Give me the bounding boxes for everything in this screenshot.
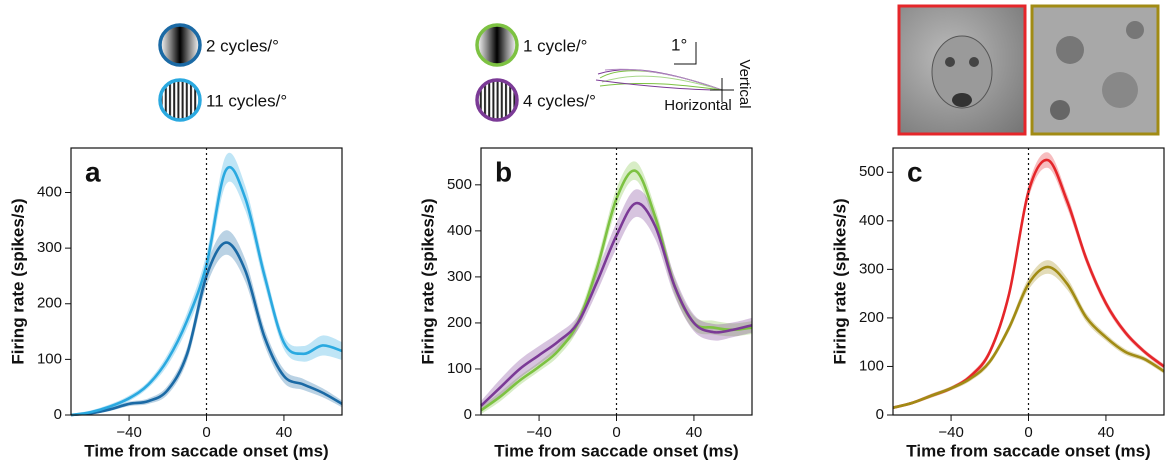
legend-label: 11 cycles/° — [206, 91, 287, 110]
y-tick-label: 500 — [447, 176, 472, 193]
y-tick-label: 300 — [447, 268, 472, 285]
y-tick-label: 200 — [37, 295, 62, 312]
x-axis-label: Time from saccade onset (ms) — [906, 441, 1150, 460]
legend-label: 4 cycles/° — [523, 91, 596, 110]
y-tick-label: 300 — [859, 260, 884, 277]
y-tick-label: 500 — [859, 163, 884, 180]
series-line — [70, 241, 343, 417]
image-thumbnails — [897, 4, 1160, 136]
legend-swatch — [475, 23, 519, 67]
x-tick-label: 0 — [612, 424, 620, 441]
legend-label: 1 cycle/° — [523, 36, 587, 55]
x-tick-label: −40 — [116, 424, 141, 441]
inset-traces — [595, 42, 734, 102]
x-tick-label: 40 — [1098, 424, 1115, 441]
x-tick-label: 40 — [686, 424, 703, 441]
y-tick-label: 400 — [37, 183, 62, 200]
y-tick-label: 0 — [876, 406, 884, 423]
x-axis-label: Time from saccade onset (ms) — [494, 441, 738, 460]
y-tick-label: 100 — [859, 357, 884, 374]
series-line — [70, 166, 343, 417]
panel-letter: a — [85, 156, 101, 187]
panel-letter: b — [495, 156, 512, 187]
inset-vertical-label: Vertical — [736, 59, 753, 108]
x-tick-label: 0 — [1024, 424, 1032, 441]
y-axis-label: Firing rate (spikes/s) — [8, 198, 27, 364]
x-axis-label: Time from saccade onset (ms) — [84, 441, 328, 460]
y-axis-label: Firing rate (spikes/s) — [418, 198, 437, 364]
legend-swatch — [475, 78, 519, 122]
legend-label: 2 cycles/° — [206, 36, 279, 55]
y-tick-label: 400 — [859, 212, 884, 229]
y-axis-label: Firing rate (spikes/s) — [830, 198, 849, 364]
legend-swatch — [158, 78, 202, 122]
series-line — [480, 201, 753, 407]
x-tick-label: −40 — [938, 424, 963, 441]
y-tick-label: 200 — [447, 314, 472, 331]
x-tick-label: 40 — [276, 424, 293, 441]
y-tick-label: 100 — [37, 350, 62, 367]
inset-scale-label: 1° — [671, 35, 687, 54]
inset-horizontal-label: Horizontal — [664, 97, 732, 114]
x-tick-label: −40 — [526, 424, 551, 441]
y-tick-label: 0 — [54, 406, 62, 423]
y-tick-label: 300 — [37, 239, 62, 256]
x-tick-label: 0 — [202, 424, 210, 441]
panel-letter: c — [907, 156, 923, 187]
y-tick-label: 400 — [447, 222, 472, 239]
y-tick-label: 200 — [859, 309, 884, 326]
error-band — [481, 189, 752, 411]
y-tick-label: 0 — [464, 406, 472, 423]
legend-swatch — [158, 23, 202, 67]
y-tick-label: 100 — [447, 360, 472, 377]
